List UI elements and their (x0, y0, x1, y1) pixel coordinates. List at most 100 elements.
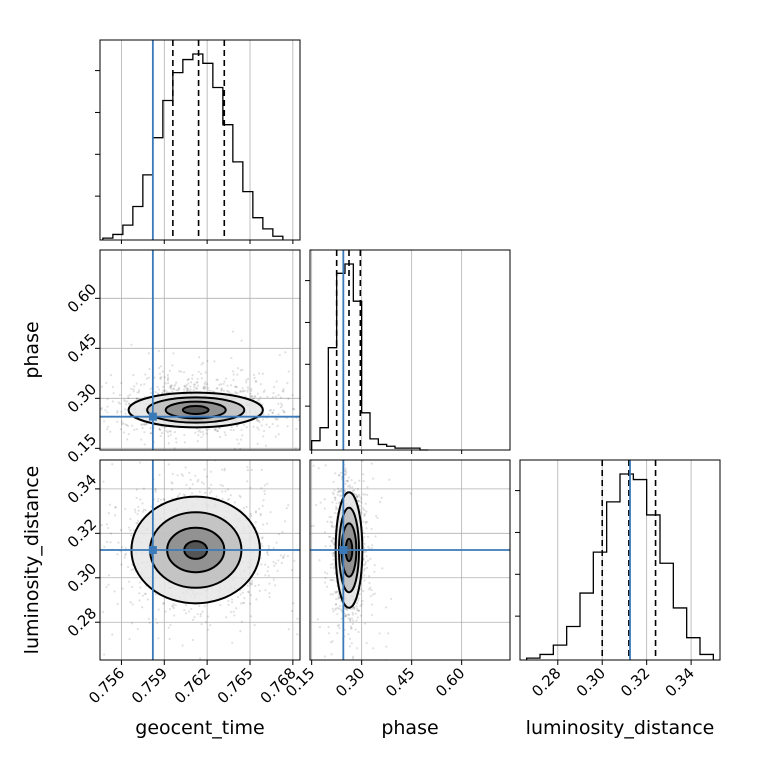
panel-frame-geocent_time (99, 39, 301, 241)
sample-point (254, 379, 257, 383)
sample-point (249, 395, 252, 398)
sample-point (409, 492, 412, 495)
sample-point (370, 462, 373, 465)
sample-point (231, 370, 235, 373)
sample-point (346, 485, 350, 488)
sample-point (272, 409, 275, 412)
sample-point (119, 528, 123, 532)
sample-point (143, 592, 146, 595)
sample-point (196, 387, 199, 390)
sample-point (135, 488, 139, 491)
sample-point (344, 615, 347, 618)
sample-point (214, 429, 217, 432)
sample-point (338, 596, 341, 599)
sample-point (185, 612, 188, 615)
sample-point (236, 391, 239, 395)
sample-point (246, 469, 249, 472)
sample-point (26, 397, 28, 399)
x-tick-label-geocent_time: 0.759 (128, 664, 171, 707)
x-tick-label-luminosity_distance: 0.34 (662, 664, 698, 700)
sample-point (189, 381, 193, 384)
sample-point (173, 384, 176, 388)
x-tick-label-geocent_time: 0.762 (171, 664, 214, 707)
sample-point (267, 553, 270, 557)
sample-point (167, 435, 170, 438)
sample-point (260, 537, 264, 540)
sample-point (177, 386, 180, 389)
sample-point (372, 452, 374, 454)
sample-point (118, 402, 122, 405)
sample-point (265, 522, 269, 525)
sample-point (129, 529, 132, 532)
sample-point (334, 407, 336, 409)
sample-point (241, 601, 245, 605)
sample-point (158, 372, 162, 375)
sample-point (200, 623, 203, 626)
sample-point (162, 385, 165, 388)
sample-point (281, 556, 284, 559)
sample-point (164, 382, 167, 385)
sample-point (169, 624, 172, 627)
sample-point (388, 554, 390, 556)
sample-point (135, 428, 138, 431)
sample-point (327, 632, 331, 635)
sample-point (136, 627, 139, 631)
sample-point (231, 641, 234, 644)
sample-point (196, 377, 199, 380)
sample-point (117, 541, 120, 544)
sample-point (168, 386, 171, 389)
sample-point (259, 383, 262, 386)
sample-point (362, 531, 365, 535)
sample-point (332, 493, 335, 496)
sample-point (243, 597, 246, 600)
sample-point (253, 624, 256, 627)
sample-point (241, 434, 244, 437)
sample-point (204, 371, 207, 374)
sample-point (282, 409, 285, 412)
sample-point (327, 535, 331, 538)
sample-point (356, 616, 359, 619)
sample-point (247, 590, 250, 593)
sample-point (353, 489, 356, 492)
sample-point (333, 489, 336, 492)
sample-point (344, 469, 347, 472)
sample-point (335, 590, 338, 593)
sample-point (346, 376, 348, 378)
sample-point (220, 383, 223, 386)
sample-point (340, 490, 343, 493)
sample-point (218, 426, 221, 430)
sample-point (227, 488, 230, 491)
sample-point (274, 395, 278, 398)
sample-point (100, 523, 103, 527)
sample-point (210, 490, 213, 493)
sample-point (357, 609, 360, 612)
sample-point (334, 596, 336, 598)
sample-point (109, 373, 112, 377)
sample-point (159, 365, 162, 368)
sample-point (344, 607, 347, 610)
sample-point (162, 602, 165, 605)
sample-point (167, 626, 170, 629)
sample-point (365, 527, 368, 530)
sample-point (334, 592, 338, 595)
sample-point (191, 483, 194, 486)
sample-point (371, 593, 375, 596)
sample-point (339, 471, 343, 474)
sample-point (340, 617, 343, 620)
sample-point (256, 392, 259, 395)
sample-point (350, 642, 353, 645)
sample-point (203, 468, 206, 471)
sample-point (94, 433, 96, 435)
sample-point (103, 420, 106, 423)
sample-point (293, 668, 295, 670)
sample-point (166, 378, 169, 381)
sample-point (167, 376, 170, 379)
sample-point (109, 430, 112, 433)
sample-point (266, 550, 269, 554)
sample-point (271, 396, 274, 399)
sample-point (166, 379, 169, 382)
sample-point (279, 554, 282, 557)
sample-point (77, 417, 79, 419)
sample-point (169, 384, 172, 387)
sample-point (344, 607, 347, 610)
